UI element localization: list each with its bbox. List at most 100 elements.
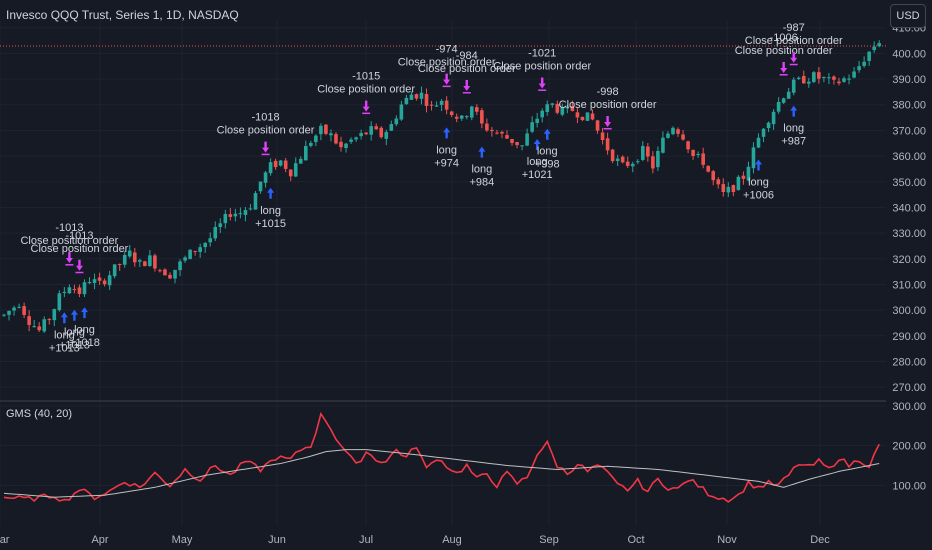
candle [751,142,756,174]
candle [469,105,474,121]
candle [148,249,152,267]
candle [12,305,16,316]
candle [590,109,595,121]
time-tick-label: Dec [810,534,830,546]
close-label: Close position order [217,125,315,137]
long-entry-marker[interactable]: long+1021 [522,138,553,181]
candle [500,130,504,139]
candle [756,133,761,149]
candle [515,141,519,149]
grid-lines [0,20,886,525]
long-amount: +1021 [522,169,553,181]
time-tick-label: Sep [539,534,559,546]
candle [454,113,459,123]
candle [178,259,182,277]
candle [656,146,660,171]
candle [173,269,177,284]
candle [233,208,238,222]
candle [263,170,268,188]
candle [741,171,746,185]
candle [82,279,87,298]
candle [459,115,464,121]
currency-button[interactable]: USD [890,4,926,28]
price-tick-label: 290.00 [892,331,926,343]
candle [490,126,494,137]
long-entry-marker[interactable]: long+984 [469,146,494,189]
long-entry-marker[interactable]: long+1015 [255,187,286,230]
candle [475,104,479,116]
candle [198,243,202,258]
long-amount: +974 [434,157,459,169]
candle [505,130,509,140]
candle [837,77,841,86]
time-tick-label: Aug [442,534,462,546]
candle [309,140,313,148]
candle [600,127,605,145]
long-entry-marker[interactable]: long+1013 [59,309,90,352]
candle [575,107,580,124]
candle [203,242,207,253]
candle [726,182,731,197]
candle [766,121,771,133]
candle [238,207,243,219]
time-tick-label: Apr [91,534,108,546]
indicator-label[interactable]: GMS (40, 20) [6,408,73,420]
candle [77,284,82,298]
candle [92,273,97,290]
candle [87,277,92,285]
long-entry-marker[interactable]: long+974 [434,127,459,169]
candle [168,272,172,280]
candle [550,102,555,108]
candle [862,56,866,68]
long-entry-marker[interactable]: long+1013 [49,312,80,354]
candle [801,70,806,84]
candle [842,76,846,83]
long-entry-marker[interactable]: long+987 [781,105,806,148]
long-entry-marker[interactable]: long+998 [535,128,560,171]
candle [595,119,600,134]
long-entry-marker[interactable]: long+1018 [69,307,100,349]
candle [520,145,524,151]
candle [525,128,529,147]
price-tick-label: 340.00 [892,202,926,214]
candle [615,154,620,166]
candle [248,204,253,211]
long-label: long [64,327,85,339]
candle [852,67,856,79]
candle [52,308,57,327]
price-tick-label: 350.00 [892,177,926,189]
chart-title: Invesco QQQ Trust, Series 1, 1D, NASDAQ [6,8,239,22]
candle [319,123,323,141]
candle [153,253,157,272]
candle [394,115,399,127]
long-entry-marker[interactable]: long+1006 [743,159,774,202]
long-label: long [54,329,75,341]
candle [228,207,233,221]
candle [399,100,404,121]
candle [183,255,187,263]
candle [605,132,610,155]
candle [510,138,514,146]
candle [414,93,419,101]
candle [2,313,6,317]
candle [791,77,796,96]
candle [781,97,786,104]
candle [62,287,67,298]
long-label: long [527,156,548,168]
long-label: long [783,123,804,135]
close-amount: -974 [436,44,458,56]
candle [480,107,484,129]
candle [625,156,630,169]
candle [822,76,826,83]
